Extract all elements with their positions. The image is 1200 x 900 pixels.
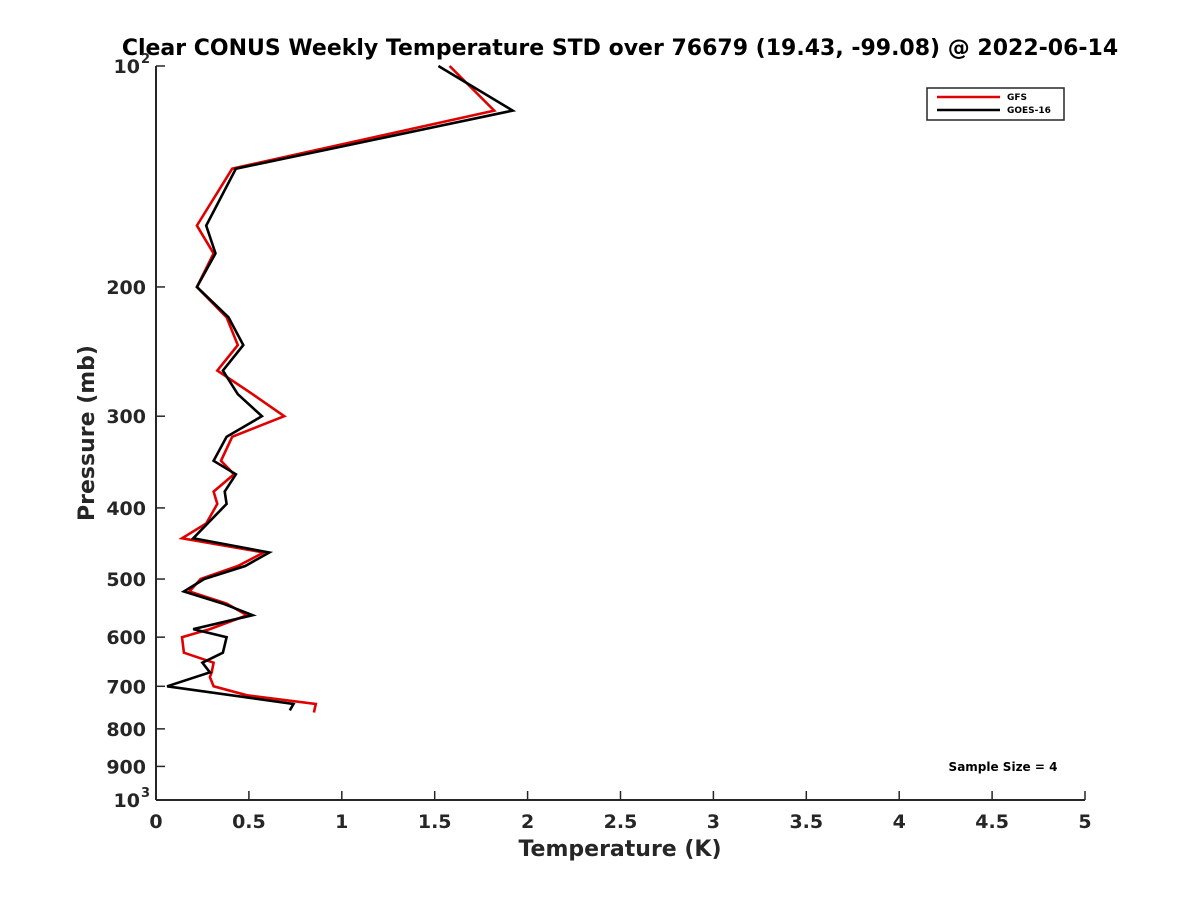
x-axis-title: Temperature (K) [518,837,721,862]
x-axis-ticks: 0 0.5 1 1.5 2 2.5 3 3.5 4 4.5 5 [149,791,1092,833]
y-tick-label: 600 [106,627,146,649]
x-tick-label: 0.5 [232,811,266,833]
y-tick-exponent: 3 [141,786,150,801]
sample-size-annotation: Sample Size = 4 [949,760,1058,774]
legend-box [926,87,1065,121]
y-tick-exponent: 2 [141,52,150,67]
y-axis-title: Pressure (mb) [75,345,100,521]
x-tick-label: 0 [149,811,162,833]
x-tick-label: 3.5 [789,811,823,833]
x-tick-label: 2.5 [604,811,638,833]
x-tick-label: 4.5 [975,811,1009,833]
y-tick-label: 10 [114,56,140,78]
x-tick-label: 2 [521,811,534,833]
x-tick-label: 1.5 [418,811,452,833]
y-tick-label: 700 [106,676,146,698]
x-tick-label: 3 [707,811,720,833]
y-tick-label: 800 [106,719,146,741]
plot-frame [155,66,1085,801]
y-tick-label: 200 [106,277,146,299]
y-tick-label: 900 [106,756,146,778]
legend-label: GOES-16 [1007,106,1051,116]
y-tick-label: 500 [106,569,146,591]
x-tick-label: 4 [893,811,906,833]
legend: GFS GOES-16 [926,87,1065,121]
series-layer [166,64,517,713]
x-tick-label: 5 [1078,811,1091,833]
y-tick-label: 400 [106,498,146,520]
y-tick-label: 300 [106,406,146,428]
x-tick-label: 1 [335,811,348,833]
series-line-goes-16 [166,64,517,712]
chart-title: Clear CONUS Weekly Temperature STD over … [122,36,1118,61]
y-tick-label: 10 [114,790,140,812]
series-line-gfs [178,65,497,713]
legend-label: GFS [1007,93,1027,103]
